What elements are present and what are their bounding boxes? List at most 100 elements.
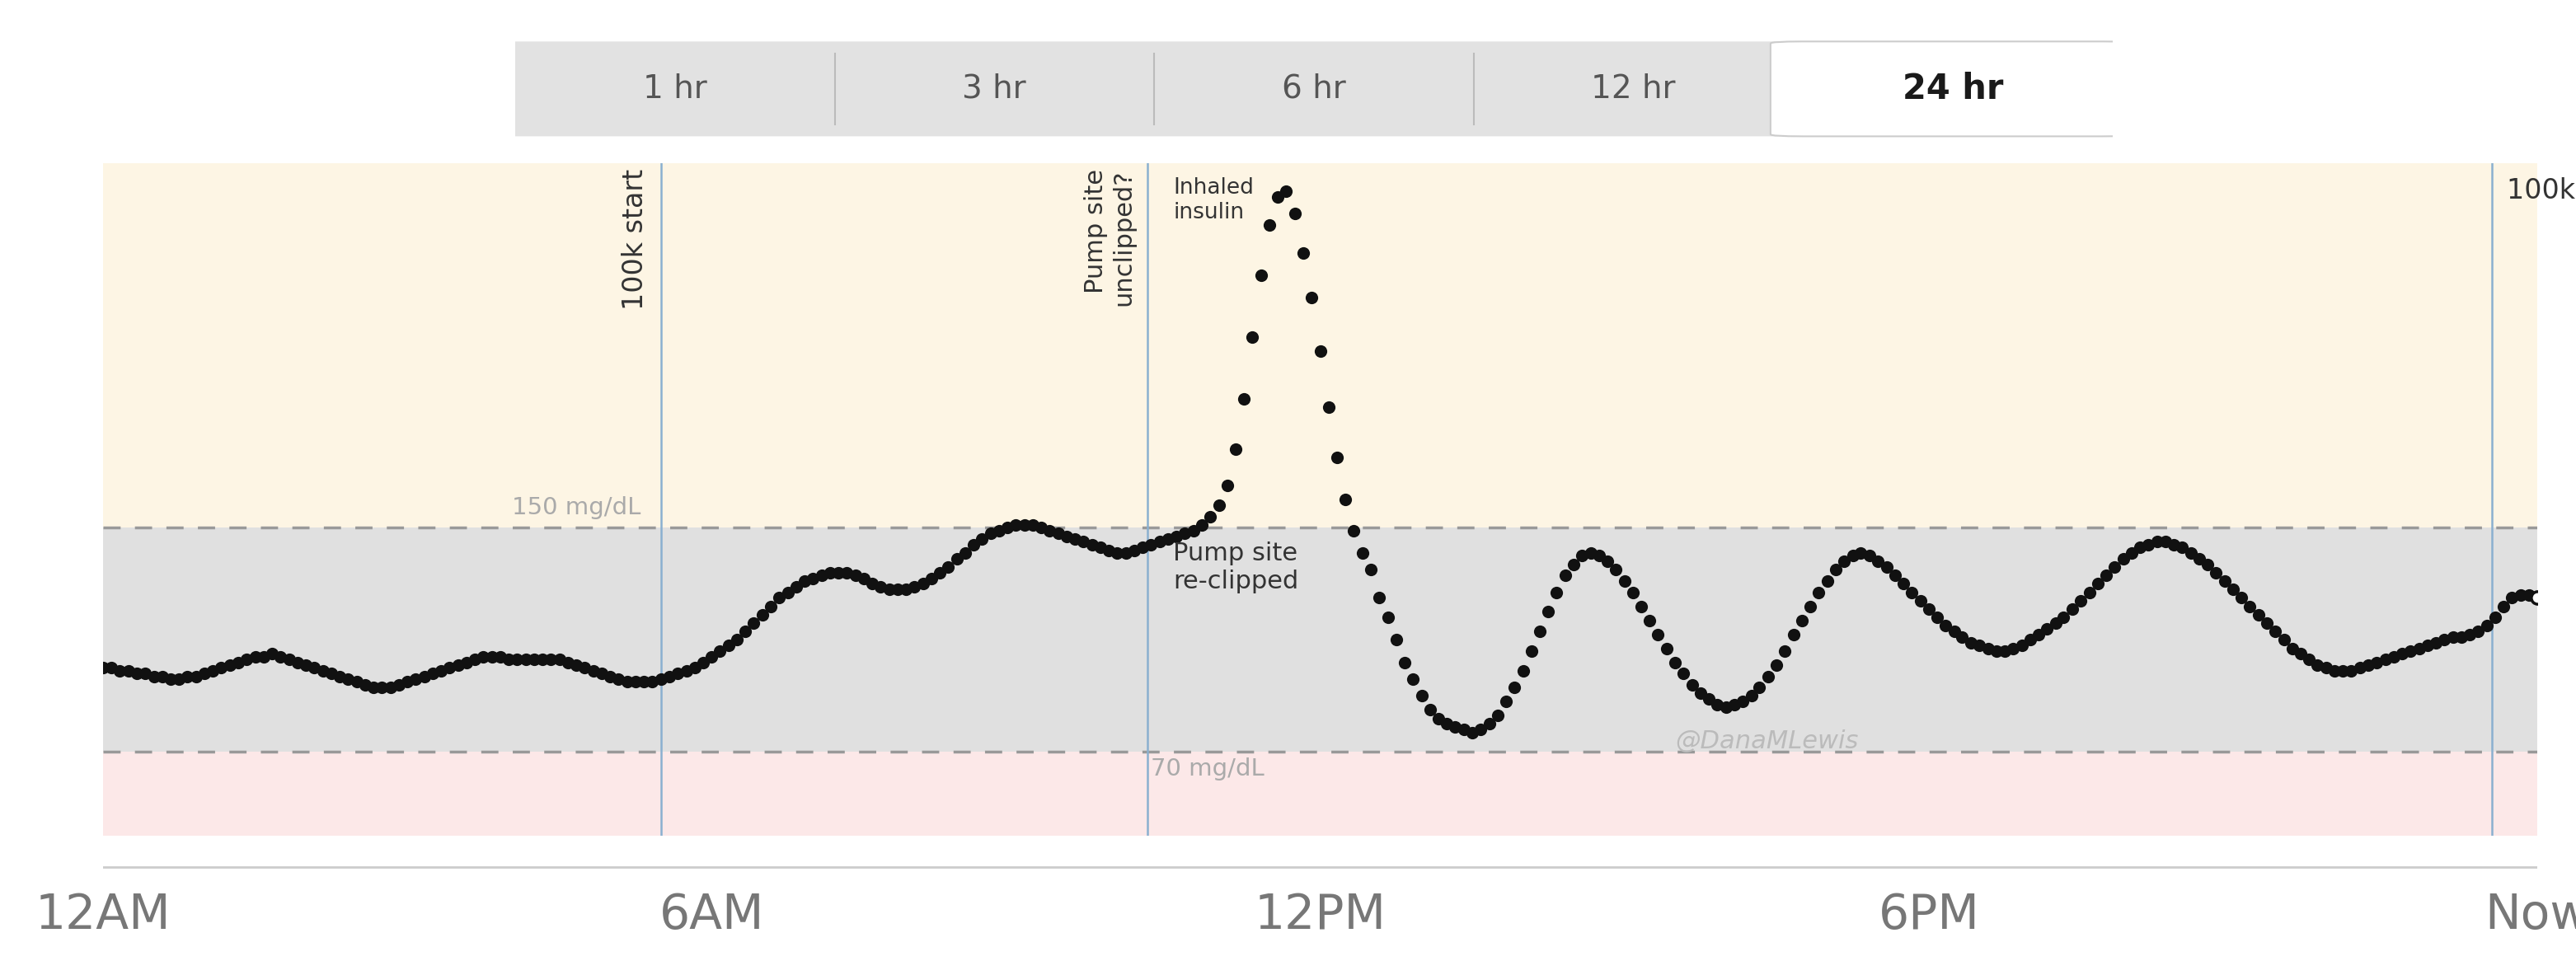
Point <box>1535 584 1577 600</box>
Point <box>876 581 917 597</box>
Point <box>1806 574 1847 589</box>
Point <box>1638 627 1680 642</box>
Point <box>2287 652 2329 667</box>
Point <box>1401 688 1443 703</box>
Point <box>582 666 623 681</box>
FancyBboxPatch shape <box>484 41 2143 136</box>
Point <box>1157 529 1198 544</box>
Point <box>353 679 394 695</box>
Point <box>479 649 520 664</box>
Point <box>564 660 605 676</box>
Point <box>1875 568 1917 583</box>
Point <box>716 632 757 648</box>
Point <box>167 669 209 684</box>
Point <box>1613 584 1654 600</box>
Point <box>894 579 935 594</box>
Point <box>2228 599 2269 614</box>
Point <box>2254 624 2295 639</box>
Point <box>312 666 353 681</box>
Point <box>2002 638 2043 653</box>
Point <box>1546 568 1587 583</box>
Bar <box>103 752 2537 836</box>
Point <box>1832 548 1873 563</box>
Point <box>775 579 817 594</box>
Point <box>1249 217 1291 233</box>
Point <box>2136 534 2177 550</box>
Point <box>1216 442 1257 457</box>
Point <box>82 660 124 676</box>
Point <box>2043 609 2084 625</box>
Point <box>1646 641 1687 656</box>
Point <box>768 584 809 600</box>
Point <box>2324 663 2365 678</box>
Point <box>335 675 376 690</box>
Point <box>1950 635 1991 651</box>
Point <box>394 672 435 687</box>
Point <box>2450 627 2491 642</box>
Bar <box>103 163 2537 528</box>
Point <box>683 654 724 670</box>
Point <box>1275 207 1316 222</box>
Point <box>1097 545 1139 560</box>
Point <box>2161 540 2202 555</box>
Point <box>590 669 631 684</box>
Point <box>1917 609 1958 625</box>
Point <box>2458 624 2499 639</box>
Point <box>1224 391 1265 407</box>
Point <box>971 526 1012 541</box>
Point <box>750 599 791 614</box>
Point <box>1198 498 1239 513</box>
Point <box>1790 599 1832 614</box>
Point <box>1461 722 1502 737</box>
Point <box>657 666 698 681</box>
Point <box>252 646 294 661</box>
Point <box>1087 542 1128 557</box>
Point <box>2035 615 2076 630</box>
Point <box>2179 551 2221 566</box>
Point <box>623 675 665 690</box>
Text: @DanaMLewis: @DanaMLewis <box>1674 729 1857 753</box>
Point <box>1587 554 1628 569</box>
Point <box>1502 663 1543 678</box>
Point <box>2313 663 2354 678</box>
Point <box>598 672 639 687</box>
Point <box>149 672 191 687</box>
Point <box>1798 584 1839 600</box>
Point <box>701 644 742 659</box>
Point <box>438 657 479 673</box>
Point <box>379 677 420 692</box>
Text: Pump site
re-clipped: Pump site re-clipped <box>1172 542 1298 593</box>
Point <box>1435 719 1476 734</box>
Point <box>1486 694 1528 709</box>
Point <box>1713 697 1754 712</box>
Point <box>2094 559 2136 575</box>
Point <box>464 649 505 664</box>
Point <box>1891 584 1932 600</box>
Point <box>531 652 572 667</box>
Point <box>471 649 513 664</box>
Point <box>1394 672 1435 687</box>
Text: Inhaled
insulin: Inhaled insulin <box>1172 178 1255 224</box>
Point <box>1765 644 1806 659</box>
Point <box>2380 646 2421 661</box>
Point <box>124 666 165 681</box>
Point <box>1976 644 2017 659</box>
Point <box>1265 184 1306 199</box>
Point <box>1309 400 1350 415</box>
Point <box>286 657 327 673</box>
Point <box>1899 593 1940 608</box>
Point <box>301 663 343 678</box>
Point <box>412 666 453 681</box>
Text: 6AM: 6AM <box>659 892 765 938</box>
Text: 24 hr: 24 hr <box>1901 71 2004 107</box>
Point <box>665 663 706 678</box>
Point <box>497 652 538 667</box>
Point <box>1628 612 1669 628</box>
Point <box>1038 526 1079 541</box>
Point <box>1139 534 1180 550</box>
Text: 100k finish: 100k finish <box>2506 178 2576 205</box>
Point <box>489 652 531 667</box>
Point <box>2213 581 2254 597</box>
Point <box>1476 708 1517 724</box>
Point <box>1942 629 1984 645</box>
